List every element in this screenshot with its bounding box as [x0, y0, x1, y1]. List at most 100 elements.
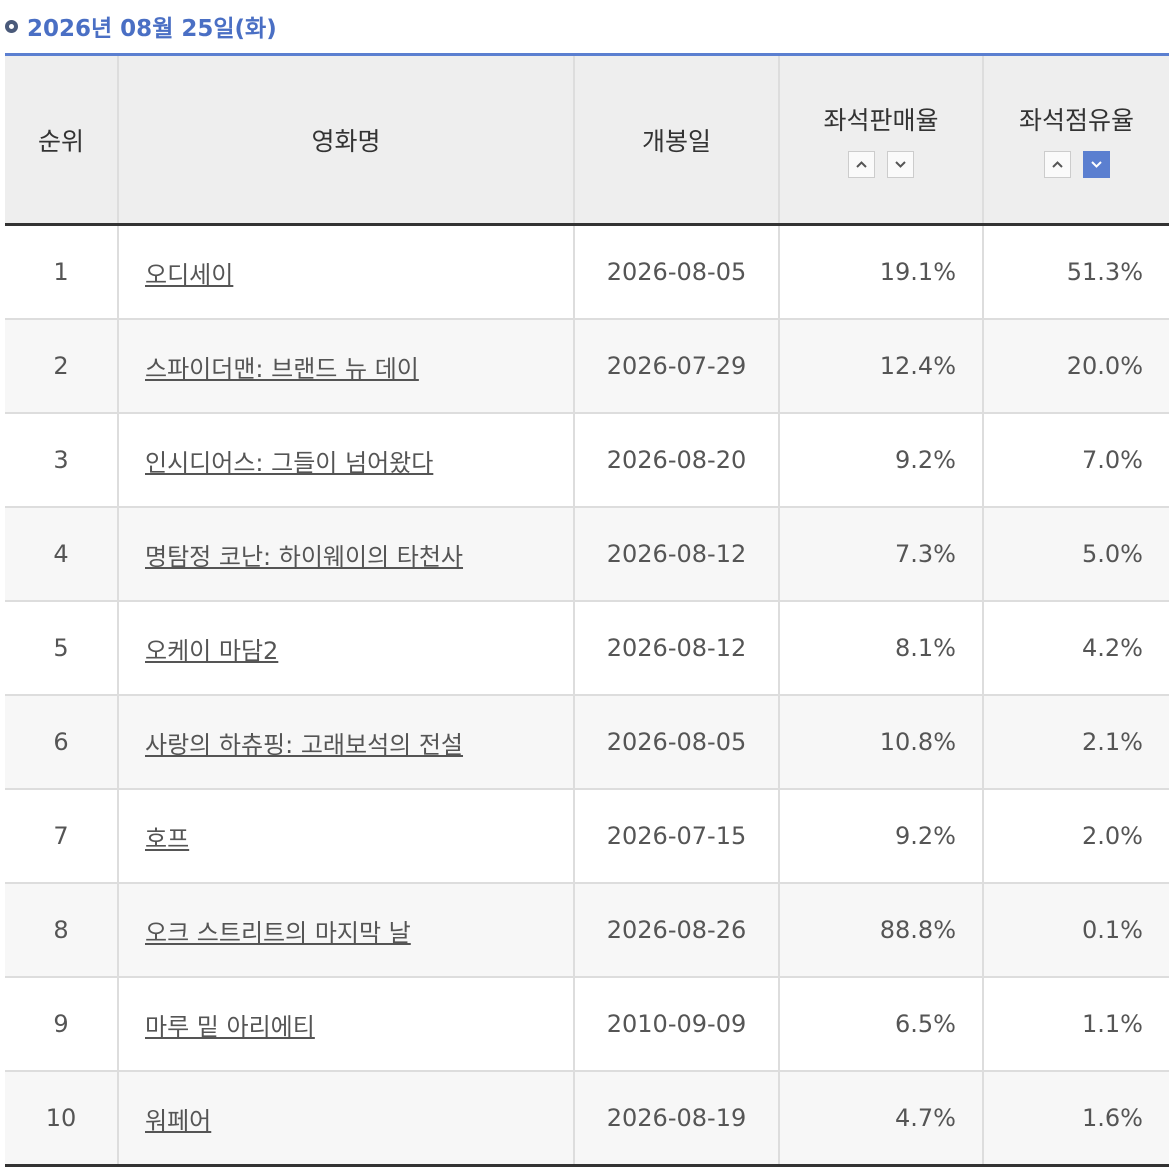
- cell: 10: [5, 1070, 118, 1166]
- seat-sales-rate: 12.4%: [879, 352, 956, 380]
- cell: 명탐정 코난: 하이웨이의 타천사: [117, 506, 574, 601]
- table-row: 7 호프 2026-07-15 9.2% 2.0%: [5, 788, 1169, 883]
- movie-title[interactable]: 호프: [145, 824, 190, 853]
- movie-title[interactable]: 명탐정 코난: 하이웨이의 타천사: [145, 542, 464, 571]
- cell: 6: [5, 694, 118, 789]
- movie-title[interactable]: 오크 스트리트의 마지막 날: [145, 918, 411, 947]
- table-row: 5 오케이 마담2 2026-08-12 8.1% 4.2%: [5, 600, 1169, 695]
- seat-sales-rate: 19.1%: [879, 258, 956, 286]
- cell: 2010-09-09: [573, 976, 779, 1071]
- movie-title[interactable]: 워페어: [145, 1106, 212, 1135]
- table-row: 2 스파이더맨: 브랜드 뉴 데이 2026-07-29 12.4% 20.0%: [5, 318, 1169, 413]
- rank: 5: [53, 634, 69, 662]
- seat-share: 20.0%: [1066, 352, 1143, 380]
- cell: 오케이 마담2: [117, 600, 574, 695]
- date-title: 2026년 08월 25일(화): [27, 16, 277, 42]
- rank: 8: [53, 916, 69, 944]
- cell: 2026-08-26: [573, 882, 779, 977]
- cell: 7.3%: [778, 506, 983, 601]
- release-date: 2026-08-12: [606, 634, 747, 662]
- column-label: 좌석판매율: [823, 106, 939, 135]
- release-date: 2026-08-12: [606, 540, 747, 568]
- seat-share: 2.1%: [1082, 728, 1143, 756]
- cell: 2.0%: [982, 788, 1169, 883]
- seat-share: 1.6%: [1082, 1104, 1143, 1132]
- release-date: 2026-08-20: [606, 446, 747, 474]
- rank: 10: [45, 1104, 77, 1132]
- chevron-down: [895, 161, 906, 168]
- rank: 4: [53, 540, 69, 568]
- movie-title[interactable]: 사랑의 하츄핑: 고래보석의 전설: [145, 730, 464, 759]
- sort-buttons: [781, 151, 981, 178]
- sort-desc[interactable]: [1082, 151, 1110, 178]
- cell: 사랑의 하츄핑: 고래보석의 전설: [117, 694, 574, 789]
- cell: 1.6%: [982, 1070, 1169, 1166]
- sort-asc[interactable]: [848, 151, 875, 178]
- cell: 2026-08-12: [573, 506, 779, 601]
- cell: 7.0%: [982, 412, 1169, 507]
- seat-share: 51.3%: [1066, 258, 1143, 286]
- cell: 9: [5, 976, 118, 1071]
- seat-sales-rate: 9.2%: [895, 446, 956, 474]
- date-heading: 2026년 08월 25일(화): [5, 8, 277, 44]
- table-row: 3 인시디어스: 그들이 넘어왔다 2026-08-20 9.2% 7.0%: [5, 412, 1169, 507]
- movie-title[interactable]: 오케이 마담2: [145, 636, 279, 665]
- column-label: 순위: [37, 126, 84, 156]
- seat-share: 0.1%: [1082, 916, 1143, 944]
- release-date: 2026-07-29: [606, 352, 747, 380]
- release-date: 2010-09-09: [606, 1010, 747, 1038]
- seat-sales-rate: 88.8%: [879, 916, 956, 944]
- cell: 호프: [117, 788, 574, 883]
- rank: 6: [53, 728, 69, 756]
- table-row: 8 오크 스트리트의 마지막 날 2026-08-26 88.8% 0.1%: [5, 882, 1169, 977]
- cell: 1: [5, 223, 118, 319]
- movie-title[interactable]: 스파이더맨: 브랜드 뉴 데이: [145, 354, 419, 383]
- cell: 오디세이: [117, 223, 574, 319]
- release-date: 2026-08-19: [606, 1104, 747, 1132]
- cell: 20.0%: [982, 318, 1169, 413]
- box-office-table: 순위 영화명 개봉일 좌석판매율 좌석점유율 1 오디세이 2026-08-05 19.1% 5…: [5, 53, 1169, 1167]
- column-label: 영화명: [311, 126, 381, 156]
- seat-share: 4.2%: [1082, 634, 1143, 662]
- table-row: 10 워페어 2026-08-19 4.7% 1.6%: [5, 1070, 1169, 1166]
- cell: 10.8%: [778, 694, 983, 789]
- bullet: [5, 19, 18, 33]
- cell: 5: [5, 600, 118, 695]
- cell: 2026-08-20: [573, 412, 779, 507]
- sort-asc[interactable]: [1043, 151, 1071, 178]
- cell: 0.1%: [982, 882, 1169, 977]
- column-header: 좌석점유율: [982, 54, 1169, 226]
- table-body: 1 오디세이 2026-08-05 19.1% 51.3% 2 스파이더맨: 브랜드 뉴 데…: [5, 223, 1169, 1166]
- cell: 5.0%: [982, 506, 1169, 601]
- cell: 9.2%: [778, 788, 983, 883]
- seat-sales-rate: 7.3%: [895, 540, 956, 568]
- chevron-up: [1051, 161, 1063, 168]
- seat-share: 7.0%: [1082, 446, 1143, 474]
- column-label: 좌석점유율: [1018, 106, 1134, 135]
- cell: 9.2%: [778, 412, 983, 507]
- column-header: 영화명: [117, 54, 574, 226]
- cell: 8: [5, 882, 118, 977]
- cell: 1.1%: [982, 976, 1169, 1071]
- sort-desc[interactable]: [887, 151, 914, 178]
- rank: 9: [53, 1010, 69, 1038]
- movie-title[interactable]: 마루 밑 아리에티: [145, 1012, 315, 1041]
- rank: 7: [53, 822, 69, 850]
- cell: 8.1%: [778, 600, 983, 695]
- seat-share: 5.0%: [1082, 540, 1143, 568]
- cell: 2026-07-29: [573, 318, 779, 413]
- cell: 오크 스트리트의 마지막 날: [117, 882, 574, 977]
- rank: 1: [53, 258, 69, 286]
- cell: 4.2%: [982, 600, 1169, 695]
- cell: 2: [5, 318, 118, 413]
- column-header: 개봉일: [573, 54, 779, 226]
- movie-title[interactable]: 오디세이: [145, 260, 234, 289]
- column-header: 좌석판매율: [778, 54, 983, 226]
- movie-title[interactable]: 인시디어스: 그들이 넘어왔다: [145, 448, 434, 477]
- cell: 6.5%: [778, 976, 983, 1071]
- cell: 19.1%: [778, 223, 983, 319]
- cell: 2026-08-19: [573, 1070, 779, 1166]
- cell: 7: [5, 788, 118, 883]
- column-header: 순위: [5, 54, 118, 226]
